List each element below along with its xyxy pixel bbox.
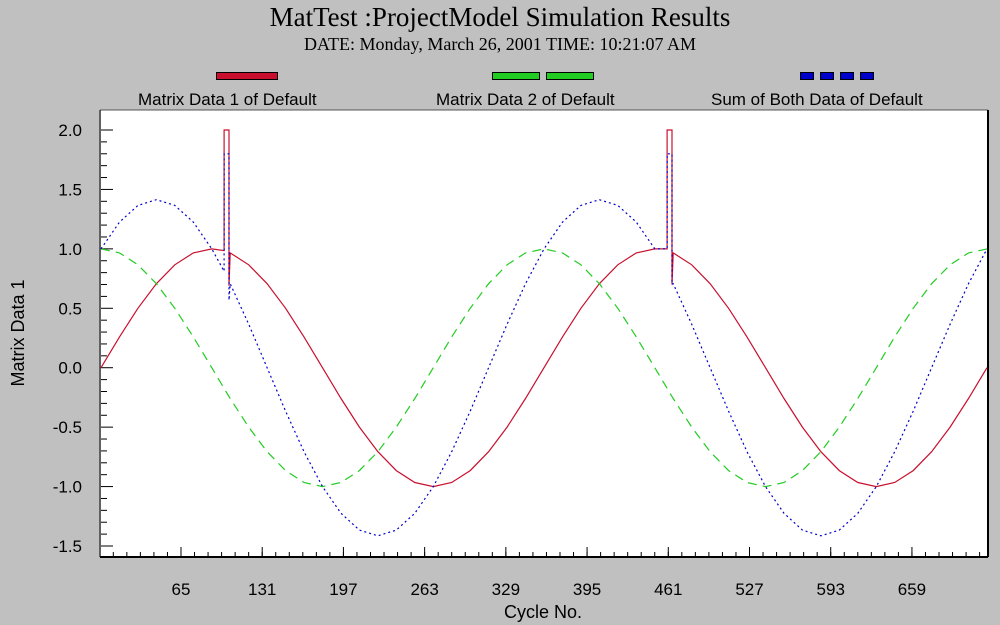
legend-swatch-series-3c: [840, 72, 854, 80]
legend-swatch-series-3d: [860, 72, 874, 80]
x-tick-label: 395: [573, 580, 601, 599]
series-layer: [100, 129, 988, 537]
x-tick-label: 527: [735, 580, 763, 599]
y-tick-label: 1.5: [58, 180, 82, 199]
y-axis-ticks: 2.0 1.5 1.0 0.5 0.0 -0.5 -1.0 -1.5: [53, 121, 113, 556]
legend-label-series-2: Matrix Data 2 of Default: [436, 90, 615, 109]
series-line-2: [100, 248, 988, 488]
y-tick-label: 1.0: [58, 240, 82, 259]
y-tick-label: 2.0: [58, 121, 82, 140]
legend-swatch-series-3b: [820, 72, 834, 80]
x-tick-label: 461: [654, 580, 682, 599]
plot-area: [101, 110, 987, 557]
legend-swatch-series-2b: [546, 72, 594, 80]
legend-label-series-1: Matrix Data 1 of Default: [138, 90, 317, 109]
x-axis-label: Cycle No.: [504, 602, 582, 622]
series-line-1: [100, 129, 988, 488]
x-tick-label: 593: [817, 580, 845, 599]
chart-subtitle: DATE: Monday, March 26, 2001 TIME: 10:21…: [304, 34, 696, 54]
legend-swatch-series-2: [492, 72, 540, 80]
chart-title: MatTest :ProjectModel Simulation Results: [269, 2, 731, 32]
x-tick-label: 329: [492, 580, 520, 599]
y-tick-label: -1.0: [53, 478, 82, 497]
y-tick-label: -0.5: [53, 418, 82, 437]
legend-swatch-series-3a: [800, 72, 814, 80]
x-tick-label: 131: [248, 580, 276, 599]
x-tick-label: 659: [898, 580, 926, 599]
legend-swatch-series-1: [216, 72, 278, 80]
x-tick-label: 65: [172, 580, 191, 599]
legend-label-series-3: Sum of Both Data of Default: [711, 90, 923, 109]
x-tick-label: 197: [329, 580, 357, 599]
series-line-3: [100, 153, 988, 537]
x-tick-label: 263: [410, 580, 438, 599]
y-tick-label: 0.0: [58, 359, 82, 378]
y-tick-label: -1.5: [53, 537, 82, 556]
y-tick-label: 0.5: [58, 299, 82, 318]
x-axis-ticks: 65 131 197 263 329 395 461 527 593 659: [112, 547, 981, 599]
y-axis-label: Matrix Data 1: [8, 279, 28, 386]
